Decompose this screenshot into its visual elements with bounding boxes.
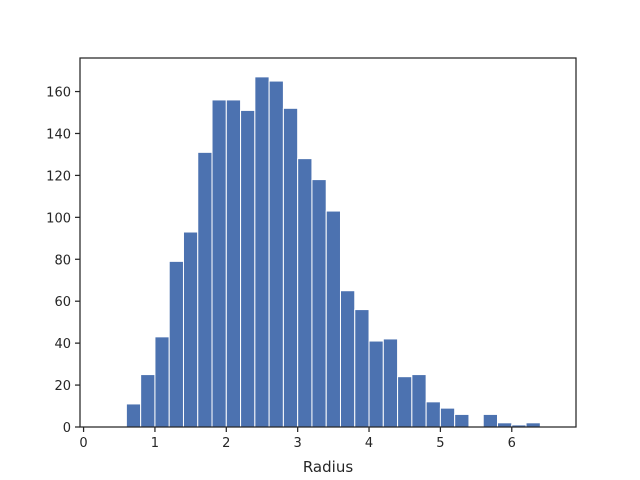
y-tick-label: 20 [54,379,71,394]
x-tick-label: 1 [151,436,159,451]
histogram-bar [140,374,156,428]
y-tick-label: 80 [54,253,71,268]
histogram-bar [125,403,142,428]
x-tick-label: 3 [294,436,302,451]
histogram-bar [368,340,384,428]
histogram-bar [282,107,299,428]
histogram-bar [168,260,184,428]
histogram-bar [482,413,498,428]
x-axis-label: Radius [303,458,353,476]
histogram-bar [240,109,256,428]
y-tick-label: 160 [46,86,71,101]
x-axis-ticks: 0 1 2 3 4 5 6 [79,427,516,451]
histogram-bar [197,151,213,428]
histogram-bar [525,422,541,428]
histogram-bar [268,80,284,428]
histogram-bar [297,158,313,428]
y-tick-label: 0 [63,421,71,436]
y-tick-label: 60 [54,295,71,310]
histogram-bar [425,401,441,428]
histogram-bar [496,422,513,428]
x-tick-label: 0 [79,436,87,451]
histogram-bar [325,210,341,428]
histogram-bar [354,309,370,428]
x-tick-label: 5 [436,436,444,451]
y-tick-label: 40 [54,337,71,352]
x-tick-label: 2 [222,436,230,451]
histogram-bar [311,179,327,428]
y-axis-ticks: 0 20 40 60 80 100 120 140 160 [46,86,80,436]
histogram-bar [397,376,413,428]
plot-frame [79,57,577,428]
histogram-bar [439,407,456,428]
histogram-bar [211,99,227,428]
histogram-bar [225,99,242,428]
histogram-bar [182,231,199,428]
histogram-bar [454,413,470,428]
histogram-bar [339,290,356,428]
histogram-bar [411,374,427,428]
histogram-bar [154,336,170,428]
histogram-bar [254,76,270,428]
x-tick-label: 4 [365,436,373,451]
x-tick-label: 6 [508,436,516,451]
y-tick-label: 120 [46,169,71,184]
y-tick-label: 100 [46,211,71,226]
y-tick-label: 140 [46,127,71,142]
histogram-bar [382,338,399,428]
